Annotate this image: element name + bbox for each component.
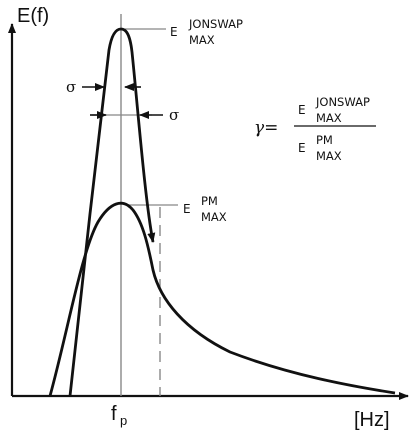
peak-frequency-base: f: [111, 403, 117, 425]
jonswap-max-sub: MAX: [189, 33, 215, 47]
pm-spectrum-curve: [48, 201, 396, 397]
peak-frequency-label: f p: [111, 403, 127, 428]
jonswap-max-prefix: E: [170, 25, 178, 39]
gamma-numerator: E JONSWAP MAX: [298, 95, 370, 125]
jonswap-max-sup: JONSWAP: [188, 17, 243, 31]
gamma-lhs: γ=: [254, 118, 278, 138]
gamma-denominator: E PM MAX: [298, 133, 342, 163]
gamma-denominator-sub: MAX: [316, 149, 342, 163]
pm-max-sup: PM: [201, 194, 218, 208]
jonswap-max-label: E JONSWAP MAX: [170, 17, 243, 47]
sigma-left-label: σ: [66, 78, 76, 96]
gamma-denominator-prefix: E: [298, 141, 306, 155]
gamma-numerator-prefix: E: [298, 103, 306, 117]
pm-max-sub: MAX: [201, 210, 227, 224]
sigma-right-label: σ: [169, 106, 179, 124]
jonswap-spectrum-curve: [68, 27, 156, 397]
gamma-numerator-sub: MAX: [316, 111, 342, 125]
pm-max-label: E PM MAX: [183, 194, 227, 224]
gamma-numerator-sup: JONSWAP: [315, 95, 370, 109]
gamma-denominator-sup: PM: [316, 133, 333, 147]
peak-frequency-sub: p: [120, 413, 127, 428]
y-axis-label: E(f): [17, 5, 49, 27]
pm-max-prefix: E: [183, 202, 191, 216]
x-axis-unit-label: [Hz]: [354, 409, 390, 430]
gamma-formula: γ= E JONSWAP MAX E PM MAX: [254, 95, 376, 163]
